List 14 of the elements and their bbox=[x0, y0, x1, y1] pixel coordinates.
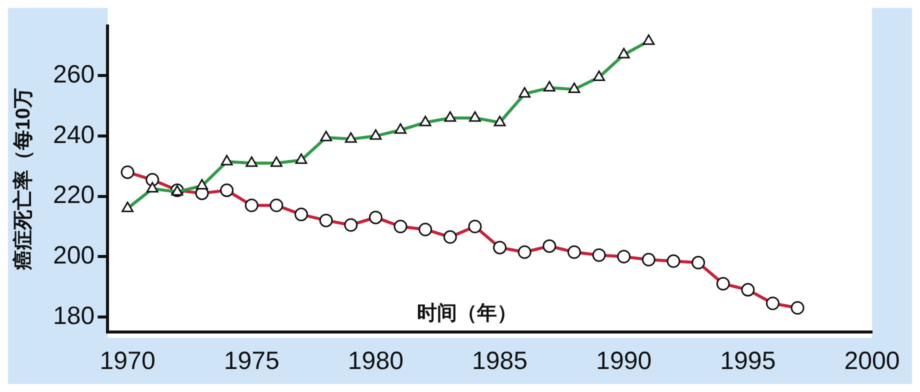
x-tick-label: 2000 bbox=[844, 346, 900, 375]
y-tick-label: 220 bbox=[52, 181, 95, 210]
y-tick-label: 180 bbox=[52, 302, 95, 330]
x-tick-label: 1985 bbox=[472, 346, 528, 375]
x-tick-label: 1990 bbox=[596, 346, 652, 375]
y-tick-label: 200 bbox=[52, 242, 95, 270]
x-tick-label: 1995 bbox=[720, 346, 776, 375]
x-tick-label: 1970 bbox=[100, 346, 156, 375]
x-tick-label: 1980 bbox=[348, 346, 404, 375]
y-tick-label: 240 bbox=[52, 120, 95, 149]
x-axis-title: 时间（年） bbox=[416, 302, 517, 325]
y-axis-title: 癌症死亡率（每10万 bbox=[12, 88, 35, 272]
x-tick-label: 1975 bbox=[224, 346, 280, 375]
y-tick-label: 260 bbox=[52, 60, 95, 89]
